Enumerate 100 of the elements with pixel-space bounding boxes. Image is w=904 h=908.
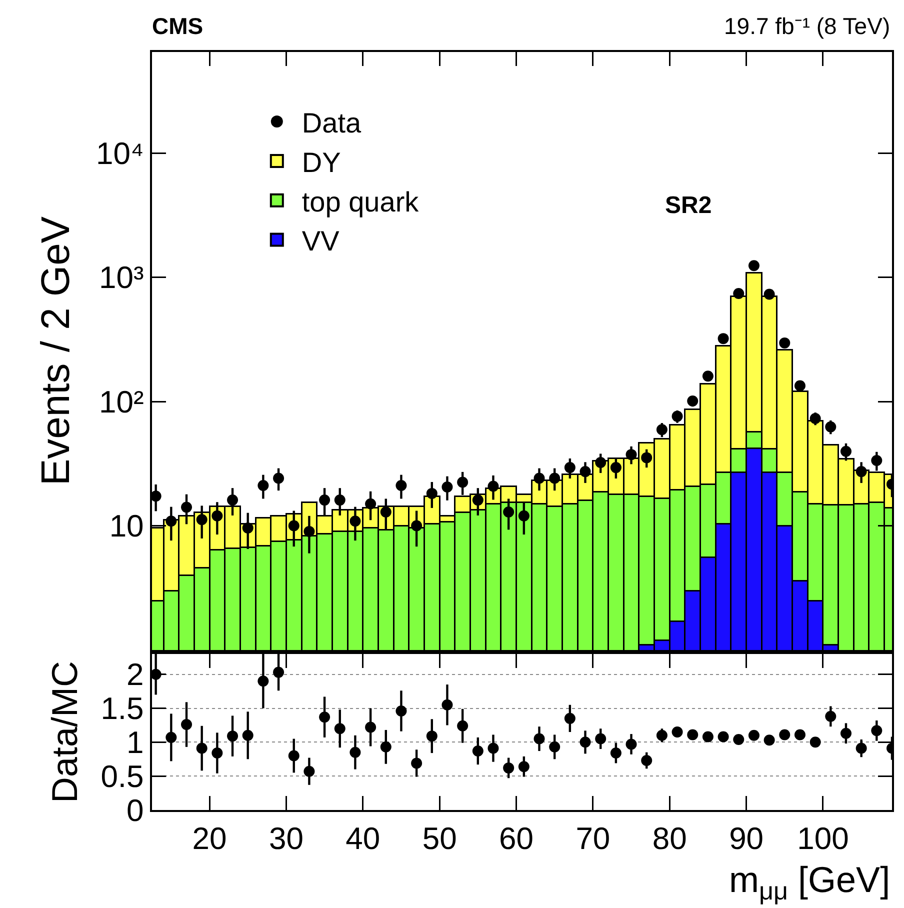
point: [334, 723, 346, 734]
point: [733, 288, 744, 299]
point: [656, 730, 668, 741]
point: [656, 424, 668, 436]
point: [350, 746, 361, 758]
point: [702, 370, 714, 382]
point: [825, 710, 836, 722]
point: [488, 742, 499, 754]
y-axis-title: Data/MC: [44, 660, 86, 804]
point: [810, 412, 821, 424]
x-tick-label: 50: [422, 821, 457, 856]
point: [810, 736, 821, 748]
point: [196, 742, 208, 754]
y-tick-label: 10³: [98, 260, 144, 296]
y-axis-title: Events / 2 GeV: [34, 216, 78, 486]
y-tick-label: 1.5: [100, 691, 144, 726]
y-tick-label: 10²: [98, 384, 144, 420]
x-tick-label: 40: [346, 821, 380, 856]
point: [718, 333, 729, 344]
point: [672, 726, 683, 738]
point: [564, 712, 576, 724]
point: [212, 510, 223, 522]
x-tick-label: 30: [268, 821, 304, 856]
point: [564, 462, 576, 474]
point: [779, 337, 790, 348]
point: [610, 748, 622, 759]
point: [365, 722, 376, 733]
point: [595, 456, 606, 468]
point: [166, 732, 177, 743]
point: [273, 666, 284, 678]
point: [365, 498, 376, 510]
y-tick-label: 0: [126, 792, 144, 828]
point: [457, 476, 468, 488]
point: [503, 762, 514, 774]
point: [396, 480, 407, 491]
x-axis-title: m$_{μμ}$ [GeV]: [729, 859, 890, 906]
point: [764, 734, 775, 746]
y-tick-label: 10: [109, 508, 144, 544]
annotation: SR2: [665, 192, 712, 219]
point: [856, 742, 867, 754]
point: [871, 455, 882, 466]
legend-label: Data: [302, 107, 362, 138]
point: [825, 421, 836, 432]
point: [304, 766, 315, 777]
point: [319, 494, 330, 506]
point: [227, 730, 238, 742]
point: [641, 754, 652, 766]
y-tick-label: 2: [126, 657, 144, 692]
point: [748, 730, 760, 741]
point: [840, 728, 852, 739]
point: [319, 712, 330, 723]
point: [380, 741, 392, 752]
point: [288, 750, 300, 762]
point: [242, 730, 254, 741]
point: [181, 719, 192, 730]
legend-label: top quark: [302, 186, 420, 218]
point: [549, 741, 560, 752]
point: [166, 516, 177, 527]
point: [227, 494, 238, 506]
point: [687, 395, 698, 406]
point: [595, 733, 606, 744]
point: [488, 480, 499, 492]
point: [534, 472, 545, 484]
point: [212, 748, 223, 759]
point: [242, 522, 254, 534]
point: [871, 725, 882, 736]
point: [518, 761, 530, 772]
point: [748, 260, 760, 272]
point: [442, 699, 453, 710]
x-tick-label: 60: [499, 821, 534, 856]
point: [856, 466, 867, 478]
legend-label: VV: [302, 226, 340, 257]
point: [534, 733, 545, 744]
point: [641, 452, 652, 464]
y-tick-label: 10⁴: [96, 136, 144, 171]
point: [196, 514, 208, 526]
point: [457, 720, 468, 732]
point: [733, 734, 744, 745]
point: [426, 730, 438, 742]
point: [518, 510, 530, 522]
point: [549, 472, 560, 484]
x-tick-label: 20: [192, 821, 227, 856]
point: [396, 705, 407, 716]
x-tick-label: 100: [797, 821, 849, 856]
point: [718, 731, 729, 742]
x-tick-label: 70: [576, 821, 610, 856]
y-tick-label: 0.5: [100, 758, 144, 794]
point: [840, 446, 852, 457]
chart-title: CMS: [152, 13, 204, 40]
point: [181, 502, 192, 513]
point: [258, 676, 269, 687]
point: [273, 472, 284, 484]
point: [626, 449, 637, 460]
point: [687, 729, 698, 740]
point: [426, 488, 438, 499]
x-tick-label: 90: [729, 821, 764, 856]
point: [794, 729, 806, 740]
point: [672, 410, 683, 422]
chart-subtitle: 19.7 fb⁻¹ (8 TeV): [724, 13, 890, 39]
point: [411, 520, 422, 532]
